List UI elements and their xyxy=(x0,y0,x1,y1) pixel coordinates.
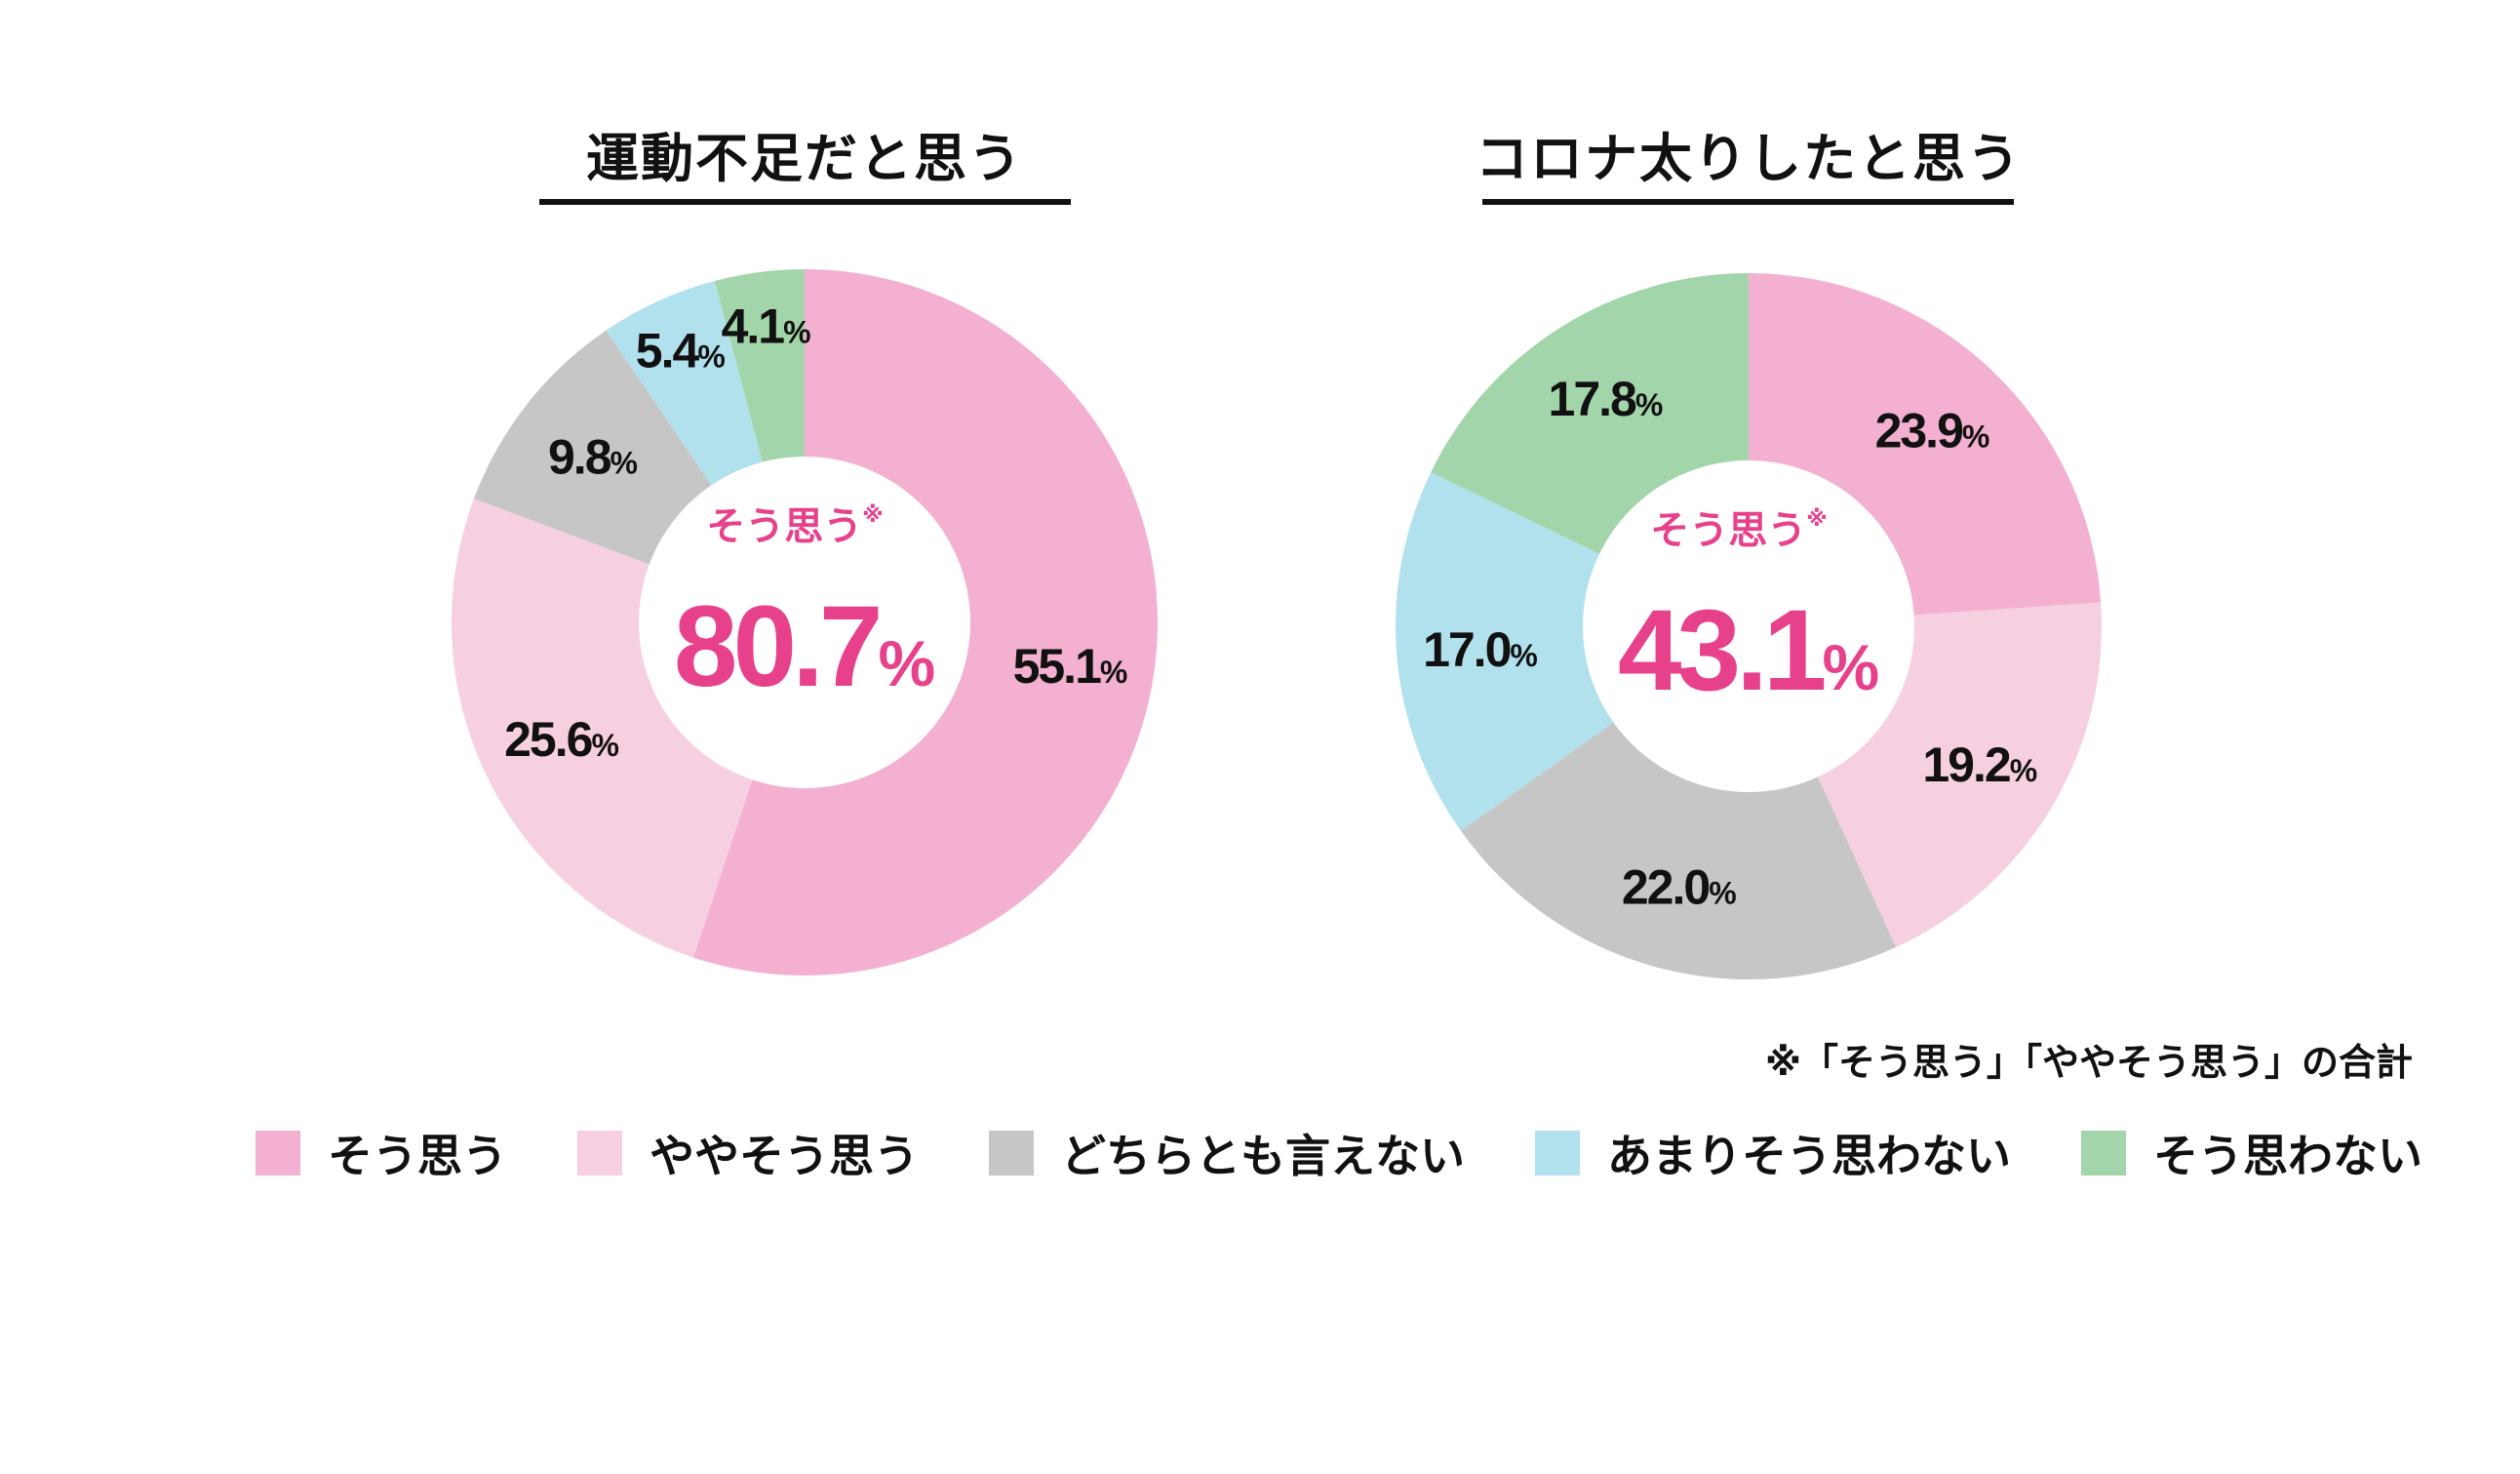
legend-swatch-neutral xyxy=(989,1131,1034,1175)
legend-label-agree: そう思う xyxy=(328,1130,507,1182)
chart-title-weight-gain: コロナ太りしたと思う xyxy=(1476,128,2022,189)
footnote: ※「そう思う」「ややそう思う」の合計 xyxy=(1765,1041,2413,1084)
slice-label-0-neutral: 9.8% xyxy=(548,429,638,484)
legend-swatch-disagree xyxy=(2081,1131,2126,1175)
center-label-0: そう思う※ xyxy=(706,502,883,548)
legend-label-neutral: どちらとも言えない xyxy=(1061,1130,1465,1182)
legend-label-disagree: そう思わない xyxy=(2153,1130,2422,1182)
legend-item-somewhat-disagree: あまりそう思わない xyxy=(1535,1121,2011,1185)
slice-label-0-somewhat-disagree: 5.4% xyxy=(636,324,726,378)
donut-hole-0 xyxy=(639,457,970,788)
legend-label-somewhat-agree: ややそう思う xyxy=(650,1130,919,1182)
slice-1-somewhat-disagree xyxy=(1396,472,1749,831)
slice-label-1-agree: 23.9% xyxy=(1875,403,1990,458)
slice-label-0-somewhat-agree: 25.6% xyxy=(504,712,619,767)
center-label-1: そう思う※ xyxy=(1650,506,1827,552)
slice-label-1-disagree: 17.8% xyxy=(1549,372,1664,426)
title-underline-weight-gain xyxy=(1482,199,2014,205)
legend-label-somewhat-disagree: あまりそう思わない xyxy=(1607,1130,2011,1182)
center-value-0: 80.7% xyxy=(674,582,935,711)
slice-label-1-neutral: 22.0% xyxy=(1622,860,1737,915)
slice-label-0-disagree: 4.1% xyxy=(722,299,811,354)
slice-label-0-agree: 55.1% xyxy=(1013,639,1128,694)
title-underline-exercise xyxy=(539,199,1071,205)
slice-label-1-somewhat-disagree: 17.0% xyxy=(1423,622,1538,677)
legend-swatch-agree xyxy=(256,1131,300,1175)
legend: そう思う ややそう思う どちらとも言えない あまりそう思わない そう思わない xyxy=(256,1124,2461,1182)
chart-title-exercise: 運動不足だと思う xyxy=(586,128,1023,189)
legend-item-somewhat-agree: ややそう思う xyxy=(577,1121,919,1185)
legend-item-agree: そう思う xyxy=(256,1121,507,1185)
legend-swatch-somewhat-disagree xyxy=(1535,1131,1580,1175)
legend-swatch-somewhat-agree xyxy=(577,1131,622,1175)
legend-item-neutral: どちらとも言えない xyxy=(989,1121,1465,1185)
donut-hole-1 xyxy=(1583,460,1914,792)
legend-item-disagree: そう思わない xyxy=(2081,1121,2422,1185)
center-value-1: 43.1% xyxy=(1618,586,1879,715)
slice-label-1-somewhat-agree: 19.2% xyxy=(1922,737,2037,792)
